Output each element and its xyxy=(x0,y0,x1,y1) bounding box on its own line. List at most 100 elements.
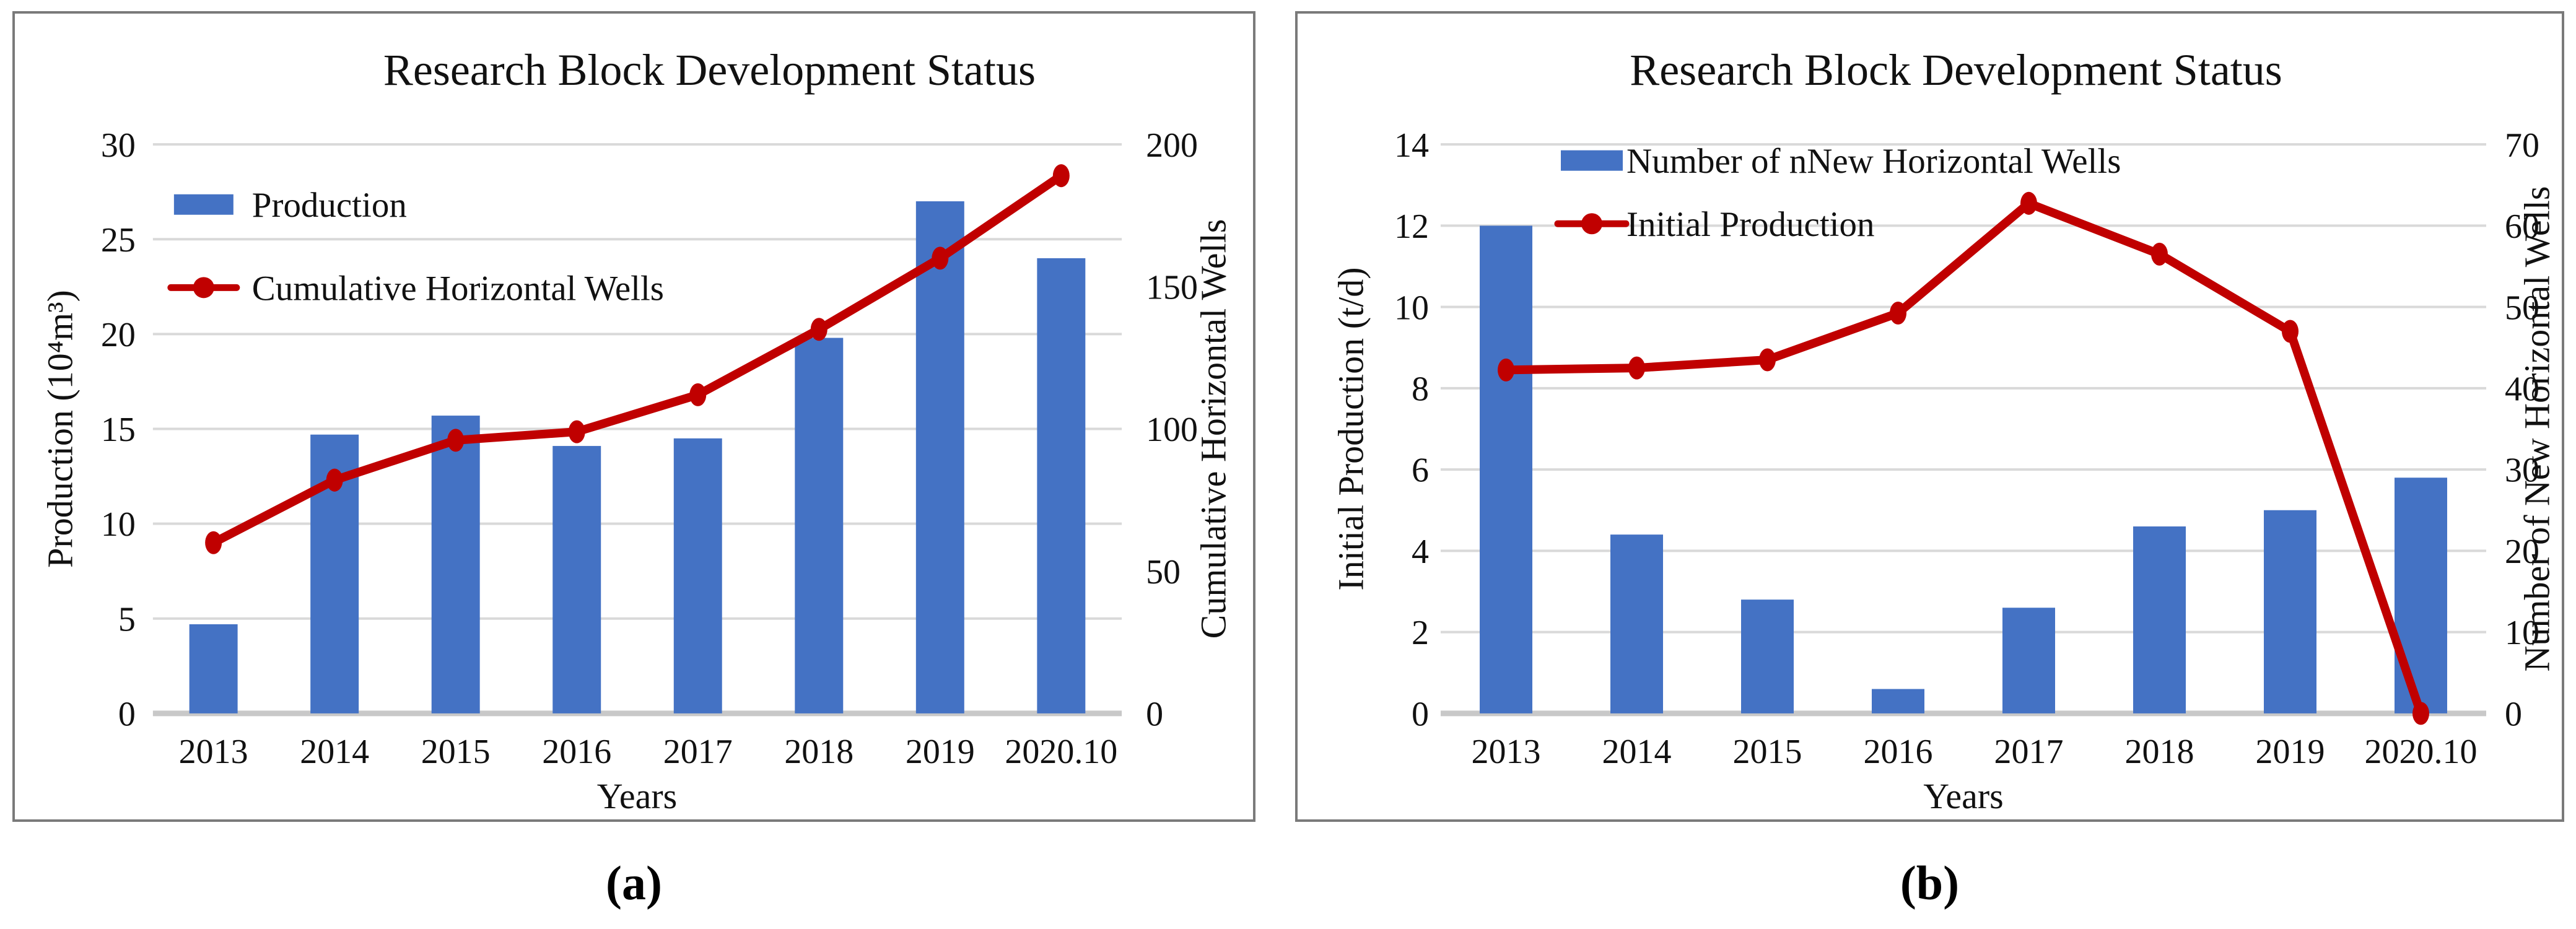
left-axis-title: Initial Production (t/d) xyxy=(1330,267,1371,590)
line-marker xyxy=(447,429,465,452)
line-marker xyxy=(2151,242,2168,266)
legend-label: Initial Production xyxy=(1626,205,1874,244)
right-axis-tick-label: 50 xyxy=(1146,553,1181,591)
bar xyxy=(915,201,964,713)
x-axis-tick-label: 2020.10 xyxy=(1005,733,1117,771)
bar xyxy=(2002,608,2055,713)
x-axis-tick-label: 2013 xyxy=(179,733,248,771)
x-axis-tick-label: 2018 xyxy=(2125,733,2194,771)
bar xyxy=(795,338,844,713)
left-axis-tick-label: 12 xyxy=(1394,207,1429,246)
line-marker xyxy=(1890,301,1906,325)
line-marker xyxy=(2282,320,2299,343)
right-axis-tick-label: 200 xyxy=(1146,126,1198,165)
x-axis-tick-label: 2019 xyxy=(2256,733,2325,771)
line-marker xyxy=(2412,702,2429,725)
right-axis-tick-label: 0 xyxy=(2505,695,2522,733)
right-axis-title: Cumulative Horizontal Wells xyxy=(1193,219,1233,639)
right-axis-title: Number of New Horizontal Wells xyxy=(2517,186,2557,671)
figure-b-caption: (b) xyxy=(1295,855,2564,911)
figure-a-caption-text: (a) xyxy=(606,856,662,910)
left-axis-tick-label: 6 xyxy=(1412,451,1429,490)
legend-bar-swatch xyxy=(1561,150,1623,171)
left-axis-title: Production (10⁴m³) xyxy=(40,290,80,568)
line-marker xyxy=(689,383,707,406)
line-marker xyxy=(568,420,585,443)
line-marker xyxy=(2020,191,2037,215)
right-axis-tick-label: 20 xyxy=(2505,533,2539,571)
bar xyxy=(673,438,722,713)
line-series xyxy=(209,171,1066,547)
right-axis-tick-label: 10 xyxy=(2505,614,2539,652)
bar xyxy=(1872,689,1924,713)
x-axis-tick-label: 2014 xyxy=(1602,733,1672,771)
x-axis-tick-label: 2015 xyxy=(1733,733,1802,771)
right-axis-tick-label: 30 xyxy=(2505,451,2539,490)
bar xyxy=(1480,225,1532,713)
right-axis-tick-label: 70 xyxy=(2505,126,2539,165)
left-axis-tick-label: 20 xyxy=(101,316,136,354)
x-axis-tick-label: 2017 xyxy=(663,733,733,771)
x-axis-tick-label: 2018 xyxy=(784,733,854,771)
x-axis-tick-label: 2019 xyxy=(906,733,975,771)
right-axis-tick-label: 50 xyxy=(2505,289,2539,327)
bar xyxy=(431,416,480,713)
line-marker xyxy=(1628,356,1645,380)
left-axis-tick-label: 10 xyxy=(1394,289,1429,327)
chart-panel-a: 0 5 10 15 20 25 30 0 50 100 150 200 2013 2014 2015 2016… xyxy=(12,11,1255,822)
line-marker xyxy=(1759,348,1776,372)
bar xyxy=(1741,600,1794,713)
bar xyxy=(1037,258,1086,713)
figure-b-caption-text: (b) xyxy=(1900,856,1960,910)
x-axis-tick-label: 2016 xyxy=(1864,733,1933,771)
line-marker xyxy=(326,468,343,492)
right-axis-tick-label: 40 xyxy=(2505,370,2539,408)
left-axis-tick-label: 0 xyxy=(1412,695,1429,733)
x-axis-title: Years xyxy=(597,776,677,816)
chart-title: Research Block Development Status xyxy=(1630,45,2282,95)
chart-b: 0 2 4 6 8 10 12 14 0 10 20 30 40 50 60 70 2013 2014 2015 20… xyxy=(1330,45,2557,816)
line-marker xyxy=(932,246,949,270)
left-axis-tick-label: 5 xyxy=(118,600,136,639)
x-axis-title: Years xyxy=(1923,776,2003,816)
chart-title: Research Block Development Status xyxy=(383,45,1036,95)
left-axis-tick-label: 15 xyxy=(101,411,136,449)
right-axis-tick-label: 100 xyxy=(1146,411,1198,449)
line-marker xyxy=(1498,358,1514,382)
bar xyxy=(2395,478,2447,713)
legend-label: Number of nNew Horizontal Wells xyxy=(1626,142,2121,181)
line-marker xyxy=(205,531,222,554)
left-axis-tick-label: 8 xyxy=(1412,370,1429,408)
legend-label: Cumulative Horizontal Wells xyxy=(252,269,664,308)
legend-label: Production xyxy=(252,186,407,225)
x-axis-tick-label: 2015 xyxy=(421,733,491,771)
line-series xyxy=(1501,199,2425,718)
left-axis-tick-label: 0 xyxy=(118,695,136,733)
bar xyxy=(1610,534,1663,713)
x-axis-tick-label: 2017 xyxy=(1994,733,2064,771)
left-axis-tick-label: 10 xyxy=(101,505,136,544)
legend-bar-swatch xyxy=(173,194,234,215)
x-axis-tick-label: 2014 xyxy=(300,733,369,771)
bar xyxy=(189,624,238,713)
legend-line-marker-icon xyxy=(193,277,214,299)
legend-line-marker-icon xyxy=(1581,213,1602,235)
left-axis-tick-label: 4 xyxy=(1412,533,1429,571)
chart-panel-b: 0 2 4 6 8 10 12 14 0 10 20 30 40 50 60 70 2013 2014 2015 20… xyxy=(1295,11,2564,822)
x-axis-tick-label: 2013 xyxy=(1472,733,1541,771)
chart-a: 0 5 10 15 20 25 30 0 50 100 150 200 2013 2014 2015 2016… xyxy=(40,45,1233,816)
x-axis-tick-label: 2020.10 xyxy=(2365,733,2478,771)
x-axis-tick-label: 2016 xyxy=(542,733,611,771)
bar xyxy=(552,446,601,713)
line-marker xyxy=(1052,164,1070,188)
left-axis-tick-label: 2 xyxy=(1412,614,1429,652)
bar xyxy=(2133,526,2186,713)
left-axis-tick-label: 25 xyxy=(101,221,136,260)
right-axis-tick-label: 0 xyxy=(1146,695,1163,733)
figure-a-caption: (a) xyxy=(12,855,1255,911)
bar xyxy=(2264,510,2316,713)
left-axis-tick-label: 30 xyxy=(101,126,136,165)
left-axis-tick-label: 14 xyxy=(1394,126,1429,165)
right-axis-tick-label: 150 xyxy=(1146,268,1198,307)
